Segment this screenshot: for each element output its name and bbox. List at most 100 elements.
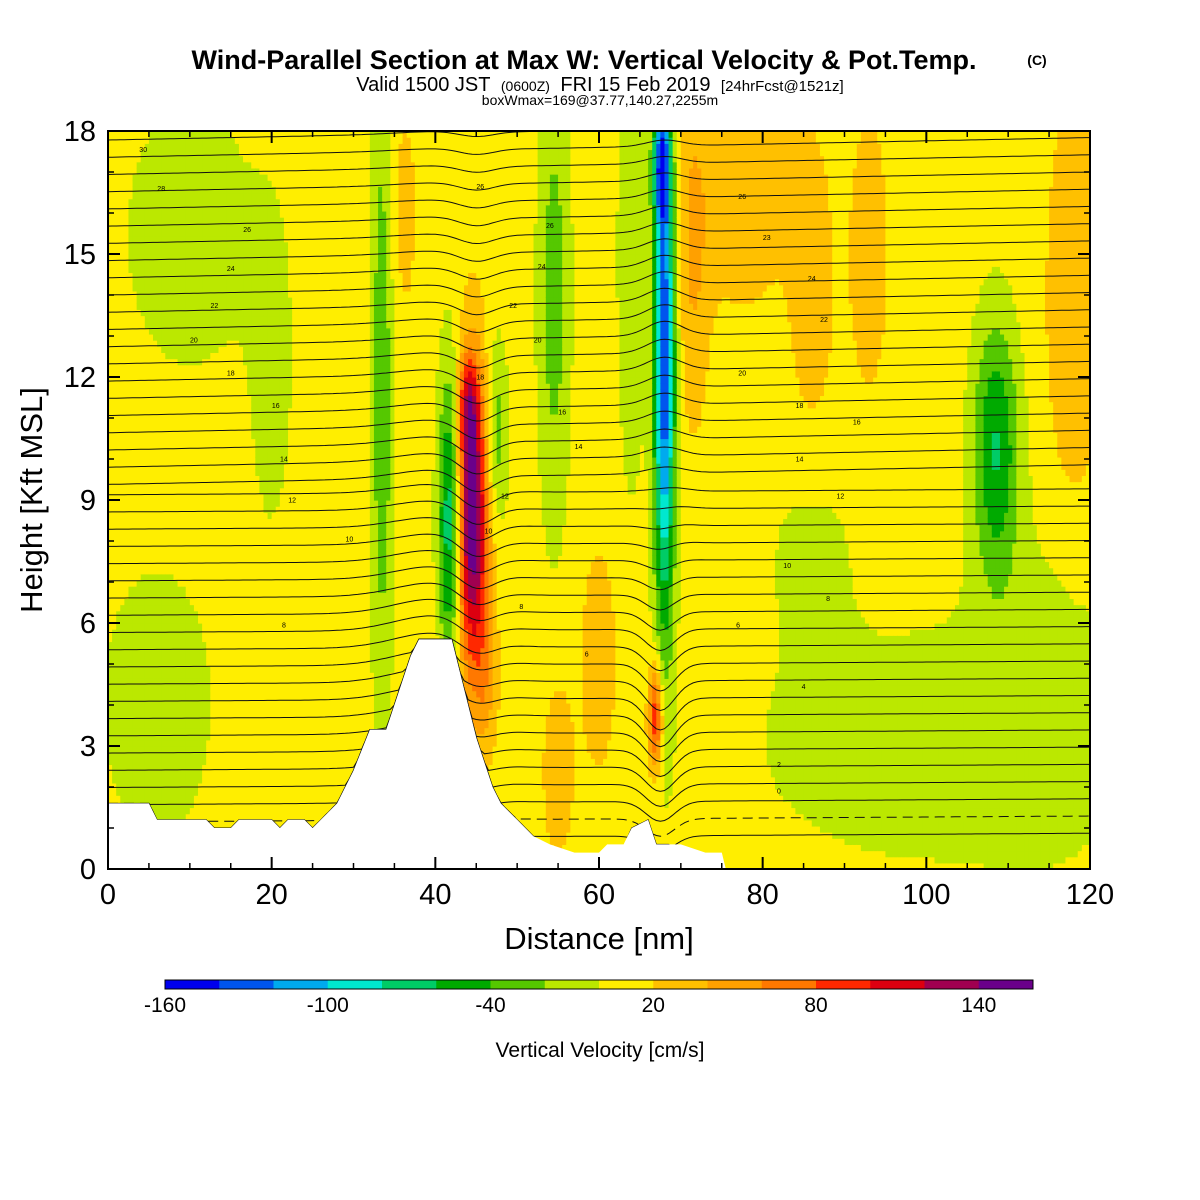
field-cell — [173, 647, 179, 655]
field-cell — [202, 807, 207, 815]
field-cell — [181, 770, 187, 778]
field-cell — [255, 241, 260, 249]
field-cell — [210, 579, 215, 587]
field-cell — [144, 426, 150, 433]
field-cell — [185, 481, 191, 489]
field-cell — [177, 647, 183, 655]
field-cell — [181, 795, 187, 802]
field-cell — [132, 303, 138, 310]
field-cell — [120, 567, 125, 575]
field-cell — [173, 229, 179, 237]
field-cell — [259, 715, 265, 722]
field-cell — [108, 340, 113, 347]
field-cell — [132, 598, 138, 606]
field-cell — [124, 573, 130, 581]
field-cell — [210, 739, 215, 747]
field-cell — [226, 266, 232, 274]
field-cell — [124, 210, 130, 218]
field-cell — [124, 297, 130, 304]
field-cell — [206, 770, 211, 778]
field-cell — [234, 770, 240, 778]
field-cell — [210, 647, 215, 655]
field-cell — [214, 475, 220, 483]
field-cell — [251, 801, 256, 809]
field-cell — [116, 401, 121, 409]
field-cell — [148, 247, 154, 255]
field-cell — [218, 561, 224, 569]
field-cell — [193, 659, 199, 667]
field-cell — [124, 721, 130, 729]
field-cell — [136, 260, 142, 267]
field-cell — [148, 733, 154, 741]
field-cell — [148, 192, 154, 200]
field-cell — [230, 481, 236, 489]
field-cell — [214, 370, 220, 378]
field-cell — [157, 161, 162, 169]
field-cell — [238, 530, 244, 538]
field-cell — [238, 137, 244, 144]
field-cell — [185, 586, 191, 593]
field-cell — [193, 506, 199, 513]
field-cell — [214, 764, 220, 772]
field-cell — [189, 592, 195, 599]
field-cell — [267, 536, 273, 544]
field-cell — [181, 420, 187, 427]
field-cell — [189, 266, 195, 274]
field-cell — [165, 426, 170, 433]
field-cell — [230, 241, 236, 249]
field-cell — [108, 610, 113, 618]
field-cell — [214, 789, 220, 796]
field-cell — [185, 327, 191, 335]
field-cell — [271, 358, 277, 366]
field-cell — [198, 586, 203, 593]
field-cell — [132, 432, 138, 440]
field-cell — [206, 764, 211, 772]
field-cell — [108, 260, 113, 267]
field-cell — [148, 598, 154, 606]
field-cell — [132, 776, 138, 784]
field-cell — [193, 456, 199, 464]
field-cell — [161, 432, 166, 440]
field-cell — [128, 506, 134, 513]
field-cell — [136, 493, 142, 501]
field-cell — [140, 709, 146, 716]
field-cell — [128, 770, 134, 778]
field-cell — [210, 623, 215, 630]
field-cell — [140, 579, 146, 587]
field-cell — [251, 795, 256, 802]
field-cell — [238, 487, 244, 495]
field-cell — [144, 561, 150, 569]
field-cell — [226, 758, 232, 766]
field-cell — [165, 598, 170, 606]
field-cell — [193, 327, 199, 335]
field-cell — [112, 303, 117, 310]
field-cell — [144, 481, 150, 489]
field-cell — [185, 678, 191, 686]
field-cell — [173, 739, 179, 747]
field-cell — [218, 481, 224, 489]
field-cell — [238, 438, 244, 446]
field-cell — [189, 518, 195, 526]
field-cell — [267, 260, 273, 267]
field-cell — [181, 217, 187, 224]
field-cell — [185, 789, 191, 796]
field-cell — [238, 364, 244, 372]
field-cell — [247, 352, 252, 360]
field-cell — [108, 315, 113, 323]
field-cell — [198, 684, 203, 692]
field-cell — [165, 782, 170, 790]
field-cell — [255, 413, 260, 421]
field-cell — [185, 137, 191, 144]
field-cell — [193, 475, 199, 483]
field-cell — [210, 549, 215, 556]
field-cell — [234, 413, 240, 421]
field-cell — [108, 653, 113, 661]
field-cell — [230, 555, 236, 563]
field-cell — [210, 764, 215, 772]
field-cell — [144, 764, 150, 772]
field-cell — [259, 297, 265, 304]
field-cell — [243, 733, 248, 741]
field-cell — [210, 653, 215, 661]
field-cell — [161, 696, 166, 704]
field-cell — [263, 260, 269, 267]
